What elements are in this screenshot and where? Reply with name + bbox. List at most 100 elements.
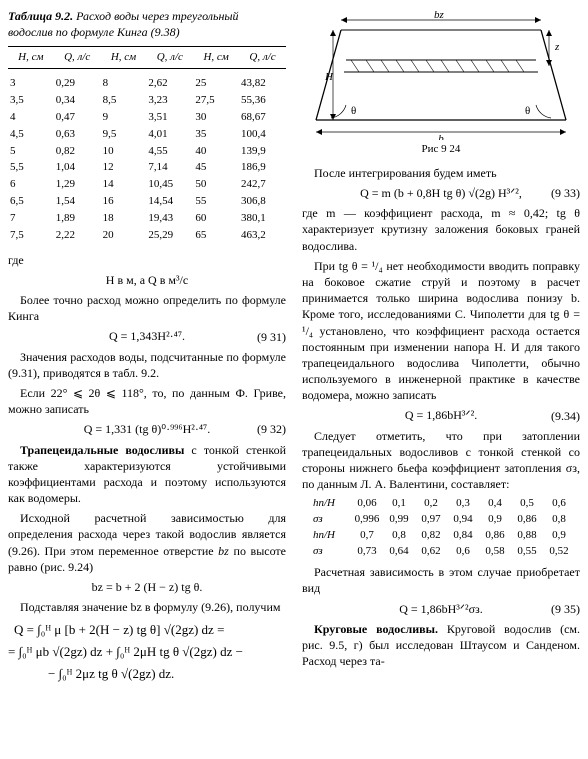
table-row: 40,4793,513068,67 bbox=[8, 109, 286, 126]
sigma-cell: 0,64 bbox=[383, 544, 415, 560]
table-cell: 186,9 bbox=[239, 159, 286, 176]
sigma-cell: 0,6 bbox=[543, 496, 575, 512]
table-cell: 1,54 bbox=[54, 193, 101, 210]
table-cell: 2,22 bbox=[54, 227, 101, 244]
sigma-cell: 0,2 bbox=[415, 496, 447, 512]
table-cell: 4,01 bbox=[146, 126, 193, 143]
table-header: Q, л/с bbox=[239, 47, 286, 69]
table-cell: 306,8 bbox=[239, 193, 286, 210]
table-cell: 463,2 bbox=[239, 227, 286, 244]
sigma-cell: 0,86 bbox=[511, 512, 543, 528]
table-cell: 0,29 bbox=[54, 75, 101, 92]
table-cell: 6,5 bbox=[8, 193, 54, 210]
table-cell: 5 bbox=[8, 143, 54, 160]
para-l1: Более точно расход можно определить по ф… bbox=[8, 292, 286, 324]
table-cell: 27,5 bbox=[193, 92, 239, 109]
integral-block: Q = ∫₀ᴴ μ [b + 2(H − z) tg θ] √(2gz) dz … bbox=[8, 621, 286, 682]
eq-935-num: (9 35) bbox=[551, 601, 580, 617]
para-r5: Расчетная зависимость в этом случае прио… bbox=[302, 564, 580, 596]
table-row: 30,2982,622543,82 bbox=[8, 75, 286, 92]
table-cell: 0,82 bbox=[54, 143, 101, 160]
sigma-cell: 0,84 bbox=[447, 528, 479, 544]
sigma-row-1s: σз0,9960,990,970,940,90,860,8 bbox=[313, 512, 580, 528]
eq-934-num: (9.34) bbox=[551, 407, 580, 423]
table-cell: 3,23 bbox=[146, 92, 193, 109]
eq-933-body: Q = m (b + 0,8H tg θ) √(2g) H³ᐟ², bbox=[360, 186, 522, 200]
table-cell: 10,45 bbox=[146, 176, 193, 193]
sigma-cell: 0,996 bbox=[351, 512, 383, 528]
para-l4: Трапецеидальные водосливы с тонкой стенк… bbox=[8, 442, 286, 507]
table-header: H, см bbox=[8, 47, 54, 69]
table-row: 5,51,04127,1445186,9 bbox=[8, 159, 286, 176]
eq-931: Q = 1,343H²·⁴⁷. (9 31) bbox=[8, 328, 286, 344]
sigma-cell: 0,99 bbox=[383, 512, 415, 528]
table-cell: 139,9 bbox=[239, 143, 286, 160]
table-cell: 14 bbox=[101, 176, 147, 193]
table-cell: 68,67 bbox=[239, 109, 286, 126]
sigma-table: hп/H0,060,10,20,30,40,50,6 σз0,9960,990,… bbox=[313, 496, 580, 560]
eq-931-body: Q = 1,343H²·⁴⁷. bbox=[109, 329, 185, 343]
table-cell: 55,36 bbox=[239, 92, 286, 109]
table-cell: 4 bbox=[8, 109, 54, 126]
table-cell: 50 bbox=[193, 176, 239, 193]
para-r3: При tg θ = ¹/₄ нет необходимости вводить… bbox=[302, 258, 580, 404]
sigma-cell: 0,8 bbox=[543, 512, 575, 528]
sigma-cell: 0,62 bbox=[415, 544, 447, 560]
table-cell: 4,55 bbox=[146, 143, 193, 160]
table-cell: 19,43 bbox=[146, 210, 193, 227]
para-r4: Следует отметить, что при затоплении тра… bbox=[302, 428, 580, 493]
sigma-row-1h: hп/H0,060,10,20,30,40,50,6 bbox=[313, 496, 580, 512]
table-9-2: H, смQ, л/сH, смQ, л/сH, смQ, л/с 30,298… bbox=[8, 46, 286, 243]
table-cell: 1,04 bbox=[54, 159, 101, 176]
eq-932-num: (9 32) bbox=[257, 421, 286, 437]
sigma-row-2s: σз0,730,640,620,60,580,550,52 bbox=[313, 544, 580, 560]
table-row: 3,50,348,53,2327,555,36 bbox=[8, 92, 286, 109]
table-body: 30,2982,622543,823,50,348,53,2327,555,36… bbox=[8, 69, 286, 244]
eq-935-body: Q = 1,86bH³ᐟ²σз. bbox=[399, 602, 483, 616]
table-header: H, см bbox=[101, 47, 147, 69]
figure-9-24: bᴢ b H z θ θ Рис 9 24 bbox=[302, 10, 580, 157]
bold-trapez: Трапецеидальные водосливы bbox=[20, 443, 184, 457]
sigma-cell: 0,5 bbox=[511, 496, 543, 512]
table-cell: 4,5 bbox=[8, 126, 54, 143]
sigma-cell: 0,4 bbox=[479, 496, 511, 512]
table-row: 4,50,639,54,0135100,4 bbox=[8, 126, 286, 143]
bold-krugovye: Круговые водосливы. bbox=[314, 622, 438, 636]
table-cell: 3,51 bbox=[146, 109, 193, 126]
sigma-cell: 0,86 bbox=[479, 528, 511, 544]
table-cell: 16 bbox=[101, 193, 147, 210]
table-cell: 1,29 bbox=[54, 176, 101, 193]
table-cell: 25,29 bbox=[146, 227, 193, 244]
para-r6: Круговые водосливы. Круговой водослив (с… bbox=[302, 621, 580, 670]
gde: где bbox=[8, 253, 24, 267]
trapezoid-weir-diagram: bᴢ b H z θ θ bbox=[311, 10, 571, 140]
sigma-cell: 0,94 bbox=[447, 512, 479, 528]
table-cell: 20 bbox=[101, 227, 147, 244]
sigma-lab-s1: σз bbox=[313, 512, 351, 528]
table-cell: 65 bbox=[193, 227, 239, 244]
figure-caption: Рис 9 24 bbox=[302, 142, 580, 157]
integral-line-1: Q = ∫₀ᴴ μ [b + 2(H − z) tg θ] √(2gz) dz … bbox=[14, 621, 286, 639]
bz-var: bᴢ bbox=[218, 544, 229, 558]
sigma-row-2h: hп/H0,70,80,820,840,860,880,9 bbox=[313, 528, 580, 544]
sigma-cell: 0,55 bbox=[511, 544, 543, 560]
sigma-cell: 0,58 bbox=[479, 544, 511, 560]
gde-line: где bbox=[8, 252, 286, 268]
table-cell: 9 bbox=[101, 109, 147, 126]
table-cell: 242,7 bbox=[239, 176, 286, 193]
sigma-cell: 0,06 bbox=[351, 496, 383, 512]
label-b: b bbox=[438, 133, 444, 140]
label-h: H bbox=[324, 71, 334, 83]
integral-line-2: = ∫₀ᴴ μb √(2gz) dz + ∫₀ᴴ 2μH tg θ √(2gz)… bbox=[8, 643, 286, 661]
table-cell: 40 bbox=[193, 143, 239, 160]
table-header: Q, л/с bbox=[54, 47, 101, 69]
table-row: 61,291410,4550242,7 bbox=[8, 176, 286, 193]
table-cell: 7,14 bbox=[146, 159, 193, 176]
label-z: z bbox=[554, 41, 560, 53]
table-row: 7,52,222025,2965463,2 bbox=[8, 227, 286, 244]
table-cell: 2,62 bbox=[146, 75, 193, 92]
table-cell: 43,82 bbox=[239, 75, 286, 92]
sigma-cell: 0,3 bbox=[447, 496, 479, 512]
eq-933: Q = m (b + 0,8H tg θ) √(2g) H³ᐟ², (9 33) bbox=[302, 185, 580, 201]
table-cell: 9,5 bbox=[101, 126, 147, 143]
